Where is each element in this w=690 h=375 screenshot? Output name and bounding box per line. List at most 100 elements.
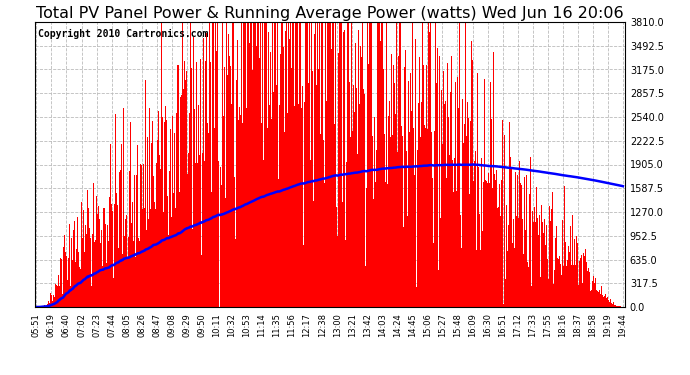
Bar — [593, 276, 594, 307]
Bar — [206, 190, 207, 307]
Bar — [229, 56, 230, 307]
Bar — [500, 216, 501, 307]
Bar — [395, 114, 396, 307]
Bar — [135, 256, 136, 307]
Bar — [362, 22, 363, 307]
Bar — [251, 22, 252, 307]
Bar — [356, 88, 357, 307]
Bar — [616, 306, 617, 307]
Bar — [466, 138, 467, 307]
Bar — [280, 54, 281, 307]
Bar — [64, 236, 65, 307]
Bar — [535, 222, 536, 307]
Bar — [238, 120, 239, 307]
Bar — [615, 305, 616, 307]
Bar — [306, 22, 307, 307]
Bar — [168, 235, 169, 307]
Bar — [91, 286, 92, 307]
Bar — [588, 293, 589, 307]
Bar — [479, 182, 480, 307]
Bar — [199, 22, 200, 307]
Bar — [505, 279, 506, 307]
Bar — [563, 267, 564, 307]
Bar — [155, 204, 157, 307]
Bar — [331, 49, 332, 307]
Bar — [297, 22, 298, 307]
Bar — [66, 256, 67, 307]
Bar — [591, 290, 592, 307]
Bar — [338, 53, 339, 307]
Bar — [314, 34, 315, 307]
Bar — [349, 82, 350, 307]
Bar — [418, 103, 419, 307]
Bar — [553, 284, 554, 307]
Bar — [608, 300, 609, 307]
Bar — [597, 286, 598, 307]
Bar — [547, 259, 548, 307]
Bar — [449, 155, 450, 307]
Bar — [528, 267, 529, 307]
Bar — [604, 296, 605, 307]
Bar — [451, 56, 452, 307]
Bar — [115, 114, 116, 307]
Bar — [570, 226, 571, 307]
Bar — [124, 237, 125, 307]
Bar — [273, 92, 274, 307]
Bar — [260, 22, 261, 307]
Bar — [375, 182, 376, 307]
Bar — [601, 286, 602, 307]
Bar — [341, 22, 342, 307]
Bar — [231, 104, 232, 307]
Bar — [592, 269, 593, 307]
Bar — [169, 171, 170, 307]
Bar — [54, 290, 55, 307]
Title: Total PV Panel Power & Running Average Power (watts) Wed Jun 16 20:06: Total PV Panel Power & Running Average P… — [36, 6, 624, 21]
Bar — [213, 22, 214, 307]
Bar — [271, 119, 272, 307]
Bar — [374, 24, 375, 307]
Bar — [198, 105, 199, 307]
Bar — [598, 292, 599, 307]
Bar — [146, 230, 147, 307]
Bar — [602, 295, 603, 307]
Bar — [81, 202, 82, 307]
Bar — [381, 131, 382, 307]
Bar — [309, 22, 310, 307]
Bar — [142, 209, 143, 307]
Bar — [539, 226, 540, 307]
Bar — [72, 260, 73, 307]
Bar — [274, 117, 275, 307]
Bar — [204, 109, 205, 307]
Bar — [447, 63, 448, 307]
Bar — [80, 268, 81, 307]
Bar — [257, 76, 258, 307]
Bar — [255, 22, 256, 307]
Bar — [101, 232, 102, 307]
Bar — [521, 185, 522, 307]
Bar — [312, 71, 313, 307]
Bar — [239, 107, 240, 307]
Bar — [402, 136, 403, 307]
Bar — [123, 174, 124, 307]
Bar — [234, 177, 235, 307]
Bar — [437, 48, 438, 307]
Bar — [585, 249, 586, 307]
Bar — [511, 167, 512, 307]
Bar — [171, 217, 172, 307]
Bar — [427, 129, 428, 307]
Bar — [488, 306, 489, 307]
Bar — [149, 108, 150, 307]
Bar — [109, 218, 110, 307]
Bar — [382, 22, 383, 307]
Bar — [215, 22, 216, 307]
Bar — [442, 144, 443, 307]
Bar — [92, 217, 93, 307]
Bar — [82, 238, 83, 307]
Bar — [276, 85, 277, 307]
Bar — [287, 113, 288, 307]
Bar — [617, 306, 618, 307]
Bar — [190, 248, 191, 307]
Bar — [217, 23, 218, 307]
Bar — [398, 56, 399, 307]
Bar — [267, 41, 268, 307]
